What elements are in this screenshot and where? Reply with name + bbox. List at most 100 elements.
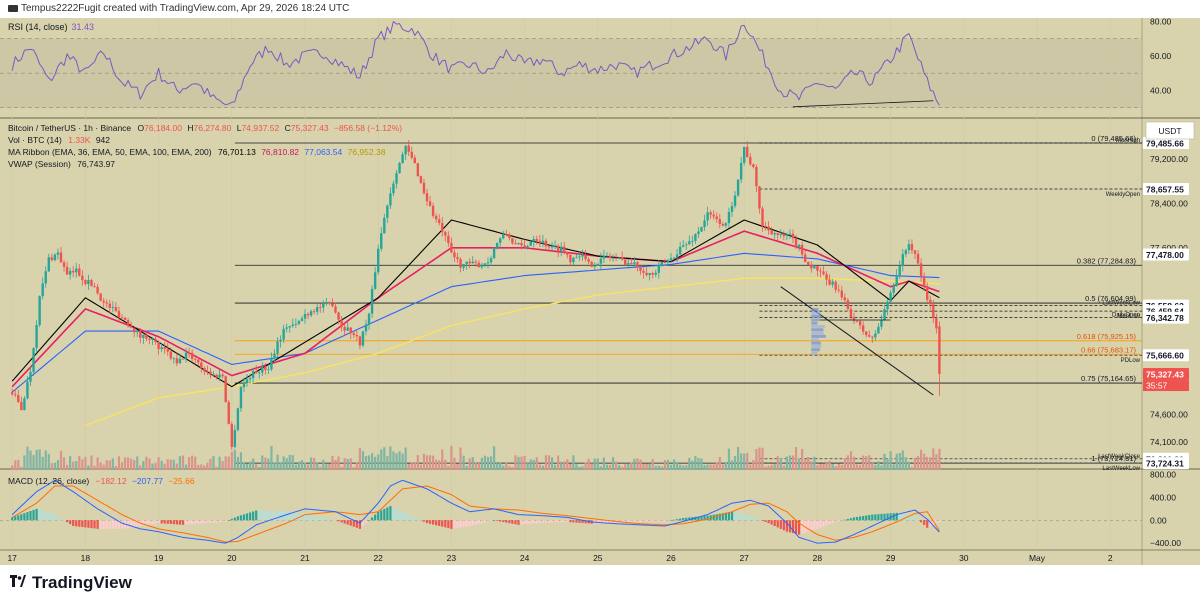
macd-histogram-bar: [584, 520, 587, 524]
macd-histogram-bar: [447, 520, 450, 529]
macd-histogram-bar: [801, 520, 804, 534]
volume-bar: [801, 448, 804, 470]
candle-body: [355, 334, 359, 337]
candle-body: [505, 234, 508, 235]
key-level-label: WeeklyOpen: [1106, 192, 1140, 198]
macd-histogram-bar: [758, 519, 761, 521]
volume-bar: [459, 447, 462, 470]
volume-bar: [584, 462, 587, 470]
macd-histogram-bar: [44, 511, 47, 521]
chart-canvas[interactable]: 80.00 60.00 40.00 0 (79,485.66) 0.382 (77,2…: [0, 18, 1200, 565]
macd-histogram-bar: [160, 520, 163, 524]
candle-body: [837, 289, 840, 291]
vwap-value: 76,743.97: [77, 159, 115, 169]
time-tick-label: 28: [813, 553, 823, 563]
candle-body: [782, 233, 786, 237]
volume-bar: [206, 462, 209, 470]
macd-histogram-bar: [825, 520, 828, 526]
volume-ma-value: 942: [96, 135, 110, 145]
macd-histogram-bar: [718, 513, 721, 521]
fib-level-label: 0.75 (75,164.65): [1081, 374, 1137, 383]
macd-tick-label: −400.00: [1150, 538, 1181, 548]
volume-bar: [672, 459, 676, 470]
candle-body: [441, 223, 444, 233]
candle-body: [181, 358, 185, 360]
macd-histogram-bar: [889, 513, 892, 521]
candle-body: [752, 164, 755, 168]
volume-bar: [453, 457, 456, 470]
macd-histogram-bar: [303, 514, 307, 521]
candle-body: [380, 233, 383, 249]
volume-bar: [203, 465, 206, 470]
candle-body: [401, 154, 404, 164]
volume-bar: [547, 455, 551, 470]
volume-bar: [724, 462, 727, 470]
candle-body: [184, 352, 188, 359]
currency-button[interactable]: USDT: [1145, 121, 1195, 140]
macd-histogram-bar: [136, 520, 139, 527]
candle-body: [367, 313, 371, 325]
candle-body: [614, 257, 618, 259]
volume-bar: [242, 461, 246, 470]
macd-histogram-bar: [261, 510, 264, 521]
volume-bar: [807, 457, 810, 470]
svg-text:MACD (12, 26, close) −18: MACD (12, 26, close) −182.12 −207.77 −25…: [8, 476, 195, 486]
candle-body: [444, 232, 447, 236]
candle-body: [349, 327, 352, 334]
candle-body: [791, 233, 795, 239]
macd-histogram-bar: [456, 520, 459, 528]
macd-histogram-bar: [898, 513, 901, 521]
macd-histogram-bar: [188, 520, 191, 525]
macd-histogram-bar: [258, 510, 261, 521]
volume-bar: [227, 456, 230, 470]
macd-histogram-bar: [53, 514, 56, 521]
macd-histogram-bar: [438, 520, 441, 526]
candle-body: [389, 193, 392, 206]
volume-bar: [676, 461, 679, 470]
macd-histogram-bar: [157, 520, 160, 524]
candle-body: [657, 265, 660, 273]
svg-text:Bitcoin / TetherUS · 1h · Bina: Bitcoin / TetherUS · 1h · Binance O76,18…: [8, 123, 402, 133]
macd-histogram-bar: [175, 520, 178, 525]
candle-body: [486, 262, 490, 264]
volume-bar: [605, 464, 609, 470]
macd-histogram-bar: [331, 519, 334, 521]
candle-body: [816, 265, 819, 271]
macd-histogram-bar: [11, 517, 14, 521]
ohlc-close: 75,327.43: [291, 123, 329, 133]
volume-bar: [886, 459, 889, 470]
macd-histogram-bar: [346, 520, 349, 525]
candle-body: [602, 255, 606, 259]
macd-histogram-bar: [636, 520, 639, 522]
volume-bar: [679, 464, 682, 470]
ohlc-low: 74,937.52: [241, 123, 279, 133]
volume-bar: [72, 461, 75, 470]
volume-bar: [746, 453, 749, 470]
volume-bar: [194, 456, 197, 470]
volume-bar: [511, 466, 514, 470]
volume-bar: [282, 456, 285, 470]
volume-bar: [181, 455, 185, 470]
candle-body: [255, 371, 258, 374]
macd-label: MACD (12, 26, close): [8, 476, 89, 486]
candle-body: [560, 246, 563, 252]
volume-bar: [105, 460, 108, 470]
macd-histogram-bar: [169, 520, 172, 524]
volume-bar: [78, 455, 81, 470]
macd-histogram-bar: [99, 520, 102, 529]
candle-body: [248, 378, 252, 380]
macd-histogram-bar: [572, 520, 575, 523]
volume-bar: [111, 458, 114, 470]
volume-bar: [514, 455, 517, 470]
volume-bar: [749, 464, 752, 470]
candle-body: [206, 371, 209, 373]
volume-bar: [380, 449, 383, 470]
volume-bar: [599, 466, 602, 470]
candle-body: [309, 311, 313, 316]
candle-body: [160, 347, 163, 350]
ema100-line: [11, 252, 940, 393]
macd-histogram-bar: [554, 520, 557, 523]
candle-body: [889, 292, 892, 302]
candle-body: [502, 234, 505, 239]
macd-signal-value: −25.66: [168, 476, 195, 486]
